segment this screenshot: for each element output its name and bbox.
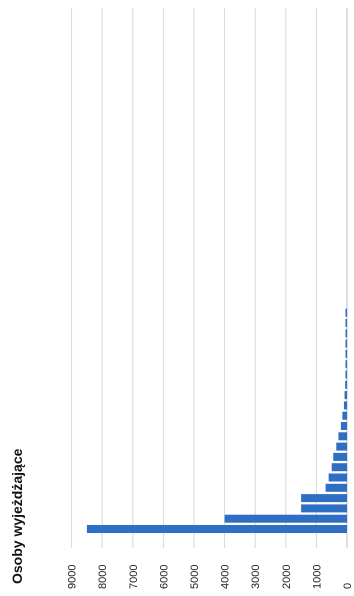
bar [336, 442, 347, 451]
tick-label: 9000 [67, 565, 79, 589]
tick-label: 3000 [250, 565, 262, 589]
bar [338, 432, 347, 441]
bar [345, 349, 347, 358]
bar [345, 339, 347, 348]
tick-label: 2000 [281, 565, 293, 589]
tick-label: 6000 [158, 565, 170, 589]
bar [344, 391, 347, 400]
chart-title: Osoby wyjeżdżające [9, 448, 25, 584]
bar [325, 483, 347, 492]
bar [86, 525, 348, 533]
bar [342, 411, 347, 420]
tick-label: 4000 [220, 565, 232, 589]
bar [224, 514, 347, 523]
bar [343, 401, 347, 410]
bar [345, 370, 347, 379]
tick-labels: 0 1000 2000 3000 4000 5000 6000 7000 8000 9000 [67, 565, 354, 589]
bar [328, 473, 347, 482]
bar [345, 380, 347, 389]
bar [333, 452, 347, 461]
tick-label: 1000 [311, 565, 323, 589]
bar [301, 494, 347, 503]
tick-label: 7000 [128, 565, 140, 589]
tick-label: 5000 [189, 565, 201, 589]
bar [345, 329, 347, 338]
tick-label: 0 [342, 583, 354, 589]
bars [86, 308, 348, 533]
bar [301, 504, 347, 513]
bar [345, 360, 347, 369]
tick-label: 8000 [97, 565, 109, 589]
bar [345, 319, 347, 327]
bar [345, 308, 347, 317]
bar [340, 422, 347, 430]
bar [331, 463, 347, 472]
